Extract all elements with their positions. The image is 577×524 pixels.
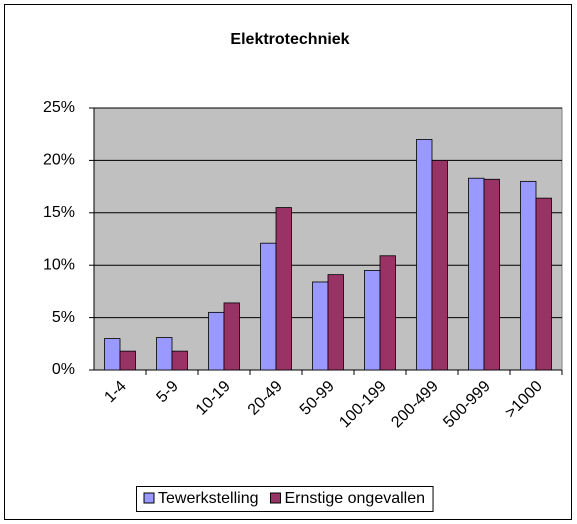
bar — [223, 302, 240, 371]
y-tick-label: 5% — [52, 309, 75, 326]
bar — [416, 139, 433, 371]
legend-swatch — [269, 492, 281, 504]
legend-label: Ernstige ongevallen — [284, 490, 425, 507]
bar — [171, 350, 188, 371]
bar — [156, 337, 173, 371]
y-tick-label: 25% — [43, 99, 75, 116]
chart-title: Elektrotechniek — [230, 31, 349, 48]
bar — [104, 338, 121, 371]
bar — [520, 180, 537, 371]
bar — [431, 159, 448, 371]
bar — [483, 178, 500, 371]
bar — [208, 311, 225, 371]
legend-box — [136, 486, 434, 512]
bar — [275, 207, 292, 371]
bar — [312, 281, 329, 371]
bar — [535, 197, 552, 371]
bar — [364, 270, 381, 371]
legend-swatch — [143, 492, 155, 504]
y-tick-label: 15% — [43, 204, 75, 221]
y-tick-label: 10% — [43, 256, 75, 273]
bar — [327, 274, 344, 371]
y-tick-label: 20% — [43, 152, 75, 169]
bar — [260, 242, 277, 371]
bar — [468, 177, 485, 371]
y-tick-label: 0% — [52, 361, 75, 378]
bar — [379, 255, 396, 371]
legend-label: Tewerkstelling — [158, 490, 258, 507]
bar — [119, 350, 136, 371]
